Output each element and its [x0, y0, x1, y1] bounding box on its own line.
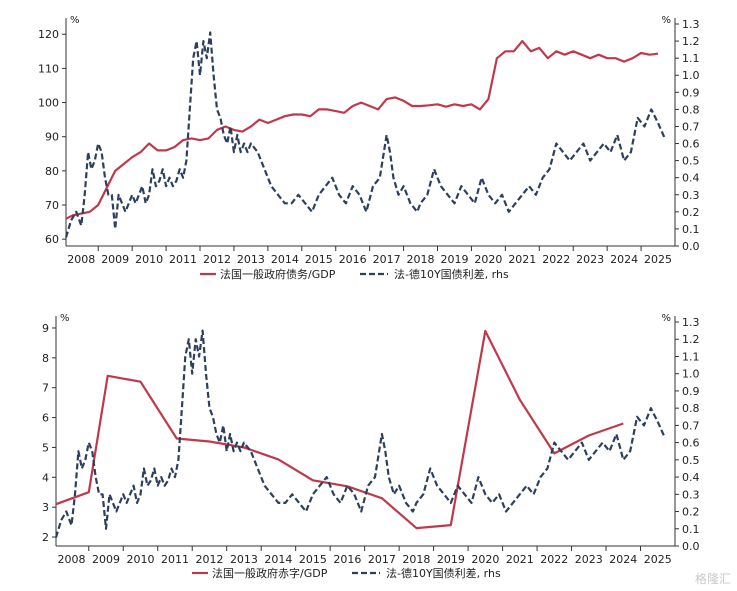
left-tick-label: 70: [45, 199, 59, 212]
left-tick-label: 8: [42, 352, 49, 365]
right-tick-label: 0.9: [682, 385, 700, 398]
x-tick-label: 2008: [58, 553, 86, 566]
right-tick-label: 0.7: [682, 419, 700, 432]
right-tick-label: 1.2: [682, 333, 700, 346]
right-tick-label: 0.1: [682, 223, 700, 236]
right-tick-label: 0.4: [682, 471, 700, 484]
x-tick-label: 2012: [195, 553, 223, 566]
legend-label-debt: 法国一般政府赤字/GDP: [212, 566, 328, 580]
right-tick-label: 1.0: [682, 69, 700, 82]
x-tick-label: 2023: [575, 553, 603, 566]
left-tick-label: 60: [45, 233, 59, 246]
x-tick-label: 2020: [471, 553, 499, 566]
legend-label-spread: 法-德10Y国债利差, rhs: [386, 566, 501, 580]
x-tick-label: 2015: [299, 553, 327, 566]
series-line-debt: [55, 329, 624, 530]
watermark: 格隆汇: [694, 572, 731, 586]
right-tick-label: 0.8: [682, 103, 700, 116]
x-tick-label: 2017: [373, 253, 401, 266]
x-tick-label: 2013: [237, 253, 265, 266]
x-tick-label: 2011: [169, 253, 197, 266]
left-axis-unit: %: [70, 15, 80, 26]
right-axis-unit: %: [661, 313, 671, 324]
right-tick-label: 1.0: [682, 368, 700, 381]
right-axis-unit: %: [661, 15, 671, 26]
left-tick-label: 90: [45, 131, 59, 144]
chart-1: % % 60 70 80 90 100 110 120 0.0 0.1 0.2 0.3 0.4 0.5 0.6…: [38, 15, 700, 281]
x-tick-label: 2016: [339, 253, 367, 266]
right-tick-label: 0.3: [682, 488, 700, 501]
x-tick-label: 2024: [610, 253, 638, 266]
x-tick-label: 2012: [203, 253, 231, 266]
left-tick-label: 6: [42, 412, 49, 425]
left-tick-label: 100: [38, 97, 59, 110]
left-tick-label: 3: [42, 501, 49, 514]
x-tick-label: 2025: [644, 253, 672, 266]
right-tick-label: 1.1: [682, 52, 700, 65]
x-tick-label: 2014: [264, 553, 292, 566]
right-tick-label: 0.4: [682, 172, 700, 185]
right-tick-label: 0.1: [682, 523, 700, 536]
x-tick-label: 2019: [440, 253, 468, 266]
series-line-debt: [65, 39, 659, 220]
legend-label-debt: 法国一般政府债务/GDP: [220, 267, 336, 281]
left-axis-unit: %: [60, 313, 70, 324]
right-tick-label: 1.3: [682, 18, 700, 31]
right-tick-label: 0.2: [682, 206, 700, 219]
right-tick-label: 0.9: [682, 86, 700, 99]
left-tick-label: 9: [42, 322, 49, 335]
right-tick-label: 0.0: [682, 540, 700, 553]
x-tick-label: 2008: [67, 253, 95, 266]
x-tick-label: 2015: [305, 253, 333, 266]
left-tick-label: 4: [42, 471, 49, 484]
left-tick-label: 5: [42, 441, 49, 454]
x-tick-label: 2018: [407, 253, 435, 266]
left-tick-label: 2: [42, 531, 49, 544]
x-tick-label: 2009: [101, 253, 129, 266]
x-tick-label: 2014: [271, 253, 299, 266]
left-tick-label: 7: [42, 382, 49, 395]
x-tick-label: 2010: [126, 553, 154, 566]
series-line-spread: [54, 329, 666, 538]
right-tick-label: 0.6: [682, 437, 700, 450]
series-line-spread: [64, 31, 666, 238]
x-tick-label: 2011: [161, 553, 189, 566]
x-tick-label: 2017: [368, 553, 396, 566]
x-tick-label: 2022: [540, 553, 568, 566]
legend-label-spread: 法-德10Y国债利差, rhs: [394, 267, 509, 281]
left-tick-label: 120: [38, 28, 59, 41]
x-tick-label: 2019: [437, 553, 465, 566]
right-tick-label: 0.0: [682, 240, 700, 253]
right-tick-label: 1.3: [682, 316, 700, 329]
x-tick-label: 2018: [402, 553, 430, 566]
left-tick-label: 80: [45, 165, 59, 178]
chart-2: % % 2 3 4 5 6 7 8 9 0.0 0.1 0.2 0.3 0.4 0.5 0.6 0.7 0.8 0.9…: [42, 313, 700, 580]
right-tick-label: 0.2: [682, 506, 700, 519]
right-tick-label: 0.7: [682, 120, 700, 133]
x-tick-label: 2009: [92, 553, 120, 566]
x-tick-label: 2022: [542, 253, 570, 266]
legend: 法国一般政府赤字/GDP 法-德10Y国债利差, rhs: [192, 566, 501, 580]
right-tick-label: 0.3: [682, 189, 700, 202]
x-tick-label: 2025: [644, 553, 672, 566]
x-tick-label: 2023: [576, 253, 604, 266]
left-tick-label: 110: [38, 62, 59, 75]
x-tick-label: 2016: [333, 553, 361, 566]
right-tick-label: 0.8: [682, 402, 700, 415]
x-tick-label: 2024: [609, 553, 637, 566]
right-tick-label: 0.6: [682, 138, 700, 151]
right-tick-label: 0.5: [682, 155, 700, 168]
right-tick-label: 1.1: [682, 350, 700, 363]
x-tick-label: 2021: [506, 553, 534, 566]
x-tick-label: 2020: [474, 253, 502, 266]
legend: 法国一般政府债务/GDP 法-德10Y国债利差, rhs: [200, 267, 509, 281]
right-tick-label: 1.2: [682, 35, 700, 48]
x-tick-label: 2013: [230, 553, 258, 566]
x-tick-label: 2021: [508, 253, 536, 266]
x-tick-label: 2010: [135, 253, 163, 266]
right-tick-label: 0.5: [682, 454, 700, 467]
